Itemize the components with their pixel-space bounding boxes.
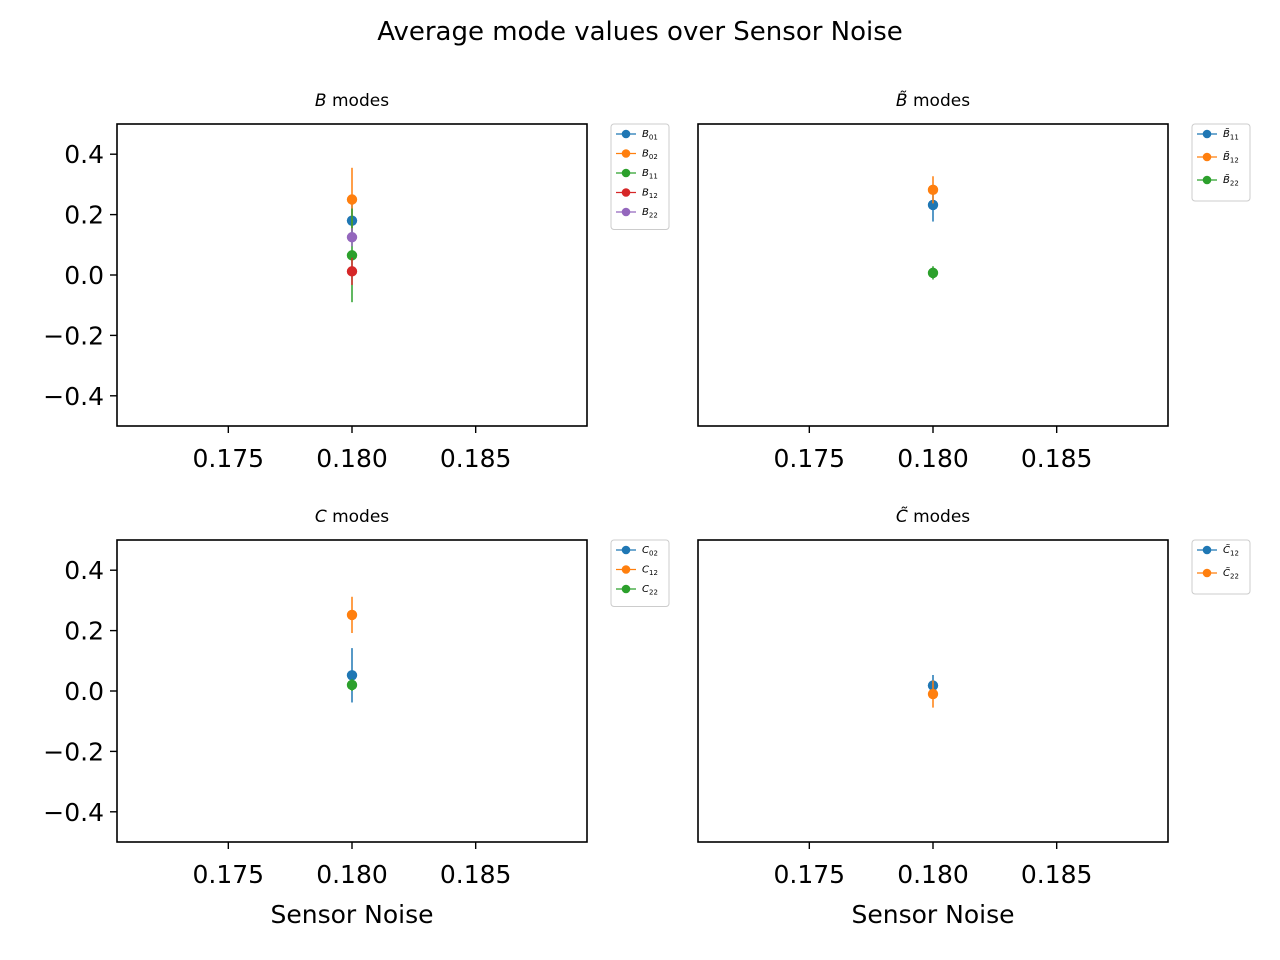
legend-label: B12 (642, 188, 658, 201)
subplot-c-modes: C modes 0.175 0.180 0.185 0.4 0.2 0.0 −0.2 −0.4 S… (43, 507, 670, 929)
legend-marker (1202, 175, 1212, 185)
x-tick-label: 0.175 (774, 860, 846, 889)
legend: B01 B02 B11 B12 B22 (610, 123, 670, 230)
legend-frame (1191, 123, 1251, 202)
y-tick-label: 0.0 (64, 261, 104, 290)
legend-frame (1191, 539, 1251, 595)
legend-label: C̃12 (1223, 543, 1239, 557)
y-tick-label: 0.4 (64, 140, 104, 169)
legend-marker (621, 188, 631, 197)
legend-label: C22 (642, 584, 658, 597)
y-tick-label: 0.2 (64, 617, 104, 646)
legend-marker (621, 168, 631, 178)
subplot-title: C̃ modes (896, 506, 970, 527)
legend: C02 C12 C22 (610, 539, 670, 607)
subplot-btilde-modes: B̃ modes 0.175 0.180 0.185 B̃11 B̃12 B̃22 (697, 90, 1251, 473)
legend-marker (621, 129, 631, 139)
x-tick-label: 0.180 (316, 860, 388, 889)
legend-label: B22 (642, 207, 658, 220)
x-tick-label: 0.180 (316, 444, 388, 473)
x-tick-label: 0.185 (1021, 444, 1093, 473)
legend: C̃12 C̃22 (1191, 539, 1251, 595)
y-tick-label: 0.2 (64, 201, 104, 230)
y-tick-label: −0.4 (43, 798, 104, 827)
legend-marker (1202, 545, 1212, 555)
data-point (346, 232, 358, 243)
data-point (346, 194, 358, 205)
legend-label: B̃12 (1223, 150, 1239, 164)
legend-label: C12 (642, 565, 658, 578)
data-point (346, 250, 358, 261)
y-tick-label: −0.2 (43, 321, 104, 350)
x-tick-label: 0.185 (440, 860, 512, 889)
y-tick-label: −0.4 (43, 382, 104, 411)
subplot-b-modes: B modes 0.175 0.180 0.185 0.4 0.2 0.0 −0.2 −0.4 B… (43, 91, 670, 473)
legend-marker (1202, 152, 1212, 162)
subplot-title: C modes (315, 507, 389, 527)
legend-marker (1202, 129, 1212, 139)
legend-marker (621, 545, 631, 555)
data-point (346, 679, 358, 691)
legend-marker (621, 584, 631, 594)
subplot-grid: B modes 0.175 0.180 0.185 0.4 0.2 0.0 −0.2 −0.4 B… (43, 90, 1251, 929)
y-tick-label: 0.0 (64, 677, 104, 706)
x-tick-label: 0.175 (774, 444, 846, 473)
data-point (927, 267, 939, 279)
data-point (927, 688, 939, 700)
x-axis-label: Sensor Noise (852, 900, 1015, 929)
data-point (346, 670, 358, 681)
data-point (927, 184, 939, 196)
subplot-title: B modes (315, 91, 389, 111)
x-tick-label: 0.180 (897, 444, 969, 473)
legend-marker (621, 149, 631, 158)
data-point (346, 266, 358, 277)
subplot-title: B̃ modes (896, 90, 970, 111)
x-tick-label: 0.175 (193, 444, 265, 473)
legend-label: C̃22 (1223, 566, 1239, 580)
legend-label: B01 (642, 129, 658, 142)
x-axis-label: Sensor Noise (271, 900, 434, 929)
legend-marker (621, 207, 631, 217)
legend-frame (610, 123, 670, 230)
x-tick-label: 0.180 (897, 860, 969, 889)
y-tick-label: −0.2 (43, 737, 104, 766)
x-tick-label: 0.185 (1021, 860, 1093, 889)
figure-title: Average mode values over Sensor Noise (377, 17, 903, 47)
legend-marker (621, 565, 631, 574)
legend-label: B̃22 (1223, 173, 1239, 187)
legend-label: C02 (642, 545, 658, 558)
x-tick-label: 0.185 (440, 444, 512, 473)
x-tick-label: 0.175 (193, 860, 265, 889)
legend-label: B02 (642, 149, 658, 162)
legend-marker (1202, 568, 1212, 578)
legend-label: B11 (642, 168, 658, 181)
data-point (927, 199, 939, 211)
legend-label: B̃11 (1223, 127, 1239, 141)
y-tick-label: 0.4 (64, 556, 104, 585)
legend: B̃11 B̃12 B̃22 (1191, 123, 1251, 202)
data-point (346, 609, 358, 621)
